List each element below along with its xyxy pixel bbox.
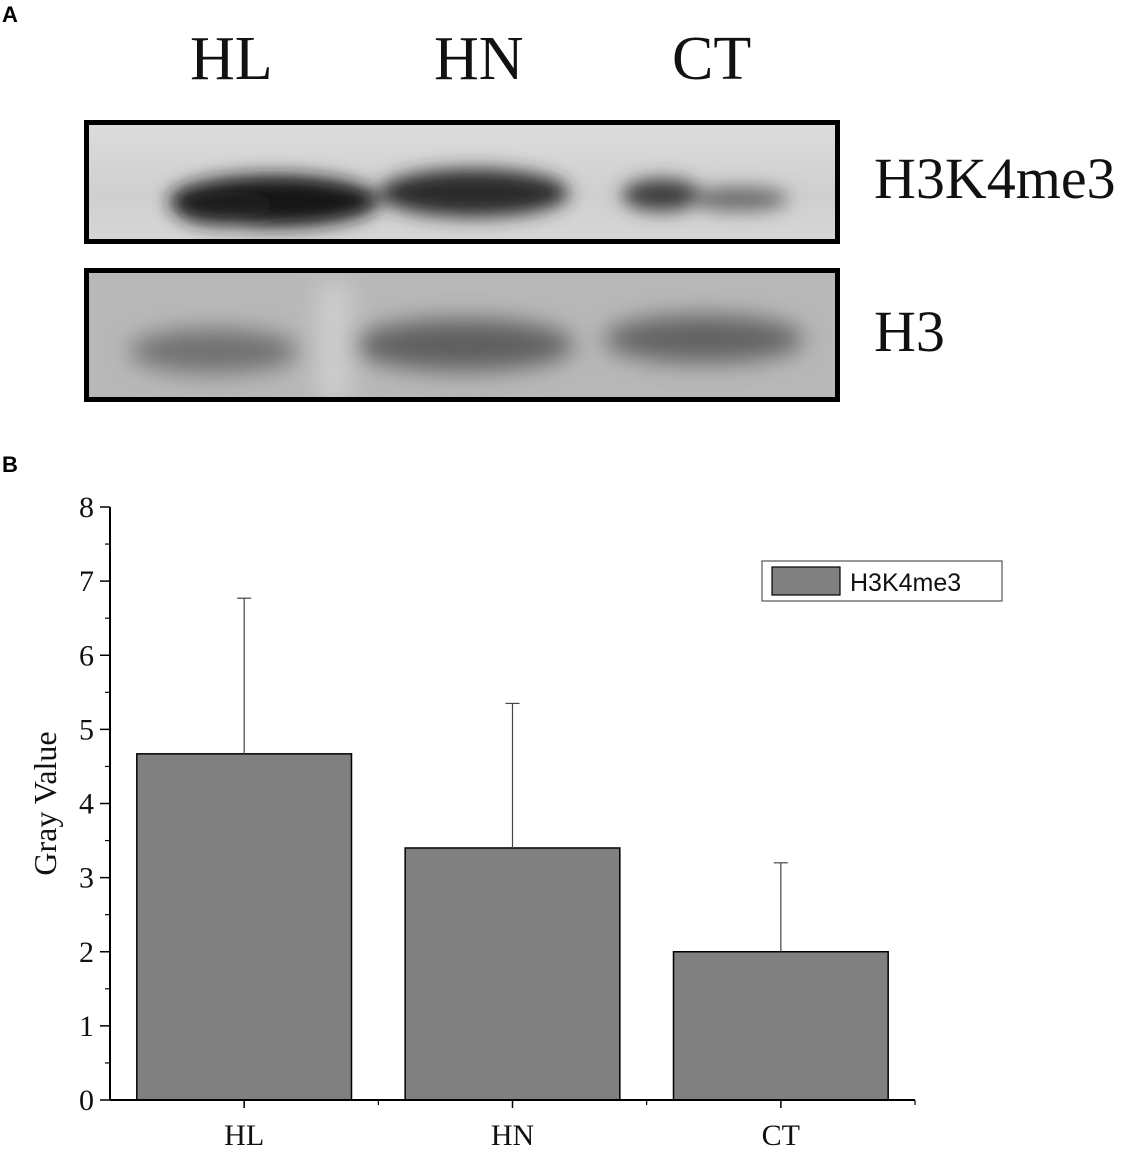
bar-ct (672, 951, 889, 1101)
y-tick-label: 6 (79, 639, 94, 672)
y-axis-label: Gray Value (27, 731, 63, 875)
x-tick-label-ct: CT (762, 1119, 800, 1152)
bar-chart: HL HN CT 0 1 2 3 4 5 6 7 8 Gray Value H3K4me3 (27, 491, 1003, 1152)
band-label-h3: H3 (874, 299, 945, 364)
legend-label: H3K4me3 (850, 569, 961, 597)
band-label-h3k4me3: H3K4me3 (874, 146, 1116, 211)
lane-label-hn: HN (434, 25, 524, 93)
panel-b-letter: B (2, 452, 18, 477)
h3-band-hl (129, 329, 299, 373)
y-tick-label: 7 (79, 565, 94, 598)
bar-hl (136, 753, 353, 1101)
y-tick-label: 8 (79, 491, 94, 524)
h3-bands (89, 273, 835, 397)
y-tick-label: 3 (79, 862, 94, 895)
x-tick-label-hl: HL (224, 1119, 264, 1152)
h3-band-hn (354, 319, 574, 371)
x-tick-label-hn: HN (491, 1119, 534, 1152)
legend-swatch (771, 566, 841, 596)
y-tick-label: 2 (79, 936, 94, 969)
lane-label-hl: HL (190, 25, 273, 93)
band-hn (379, 169, 569, 217)
y-tick-label: 0 (79, 1084, 94, 1117)
y-tick-label: 4 (79, 788, 94, 821)
lane-label-ct: CT (672, 25, 752, 93)
bar-hn (404, 847, 621, 1101)
y-tick-label: 5 (79, 713, 94, 746)
h3-band-ct (604, 315, 804, 363)
y-tick-label: 1 (79, 1010, 94, 1043)
h3-blot (84, 268, 840, 402)
h3k4me3-blot (84, 120, 840, 244)
band-ct (622, 179, 702, 211)
h3k4me3-bands (169, 169, 789, 227)
panel-a-letter: A (2, 2, 18, 27)
